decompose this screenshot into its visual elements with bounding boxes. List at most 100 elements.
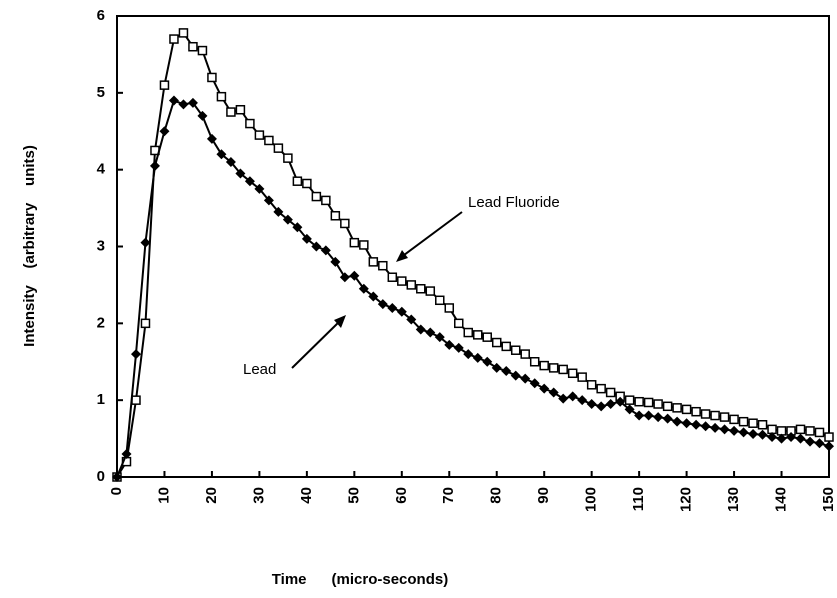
square-marker (539, 360, 549, 371)
square-marker (359, 240, 369, 250)
diamond-marker (320, 245, 331, 256)
diamond-marker (301, 233, 312, 244)
diamond-marker (653, 412, 664, 423)
diamond-marker (805, 436, 816, 447)
diamond-marker (624, 404, 635, 415)
x-tick-label: 110 (630, 487, 647, 511)
square-marker (624, 395, 635, 405)
diamond-marker (757, 429, 768, 440)
square-marker (501, 341, 511, 352)
x-tick-label: 30 (250, 487, 267, 504)
diamond-marker (453, 342, 464, 353)
diamond-marker (121, 448, 132, 459)
diamond-marker (149, 160, 160, 171)
diamond-marker (748, 428, 759, 439)
square-marker (397, 276, 407, 286)
diamond-marker (197, 110, 208, 121)
square-marker (653, 399, 663, 409)
diamond-marker (178, 99, 189, 110)
square-marker (273, 143, 284, 153)
diamond-marker (282, 214, 293, 225)
diamond-marker (387, 302, 398, 313)
square-marker (454, 318, 464, 329)
annotation: Lead Fluoride (468, 194, 560, 211)
diamond-marker (112, 472, 122, 482)
diamond-marker (672, 416, 683, 427)
square-marker (406, 280, 417, 290)
diamond-marker (244, 176, 255, 187)
diamond-marker (729, 425, 740, 436)
diamond-marker (159, 126, 170, 137)
diamond-marker (225, 156, 236, 167)
square-marker (700, 409, 711, 419)
square-marker (672, 403, 682, 413)
diamond-marker (415, 324, 426, 335)
diamond-marker (767, 432, 778, 443)
x-tick-label: 80 (488, 487, 505, 504)
square-marker (757, 420, 768, 430)
diamond-marker (824, 441, 834, 452)
diamond-marker (463, 349, 474, 360)
square-marker (245, 118, 255, 129)
diamond-marker (795, 433, 806, 444)
diamond-marker (786, 432, 797, 443)
square-marker (330, 211, 341, 221)
x-tick-label: 40 (298, 487, 315, 504)
x-axis-label: Time (micro-seconds) (272, 571, 448, 588)
series-line (116, 99, 830, 478)
arrow-head (396, 250, 408, 262)
diamond-marker (719, 424, 730, 435)
square-marker (264, 135, 274, 146)
diamond-marker (472, 352, 483, 363)
diamond-marker (140, 237, 151, 248)
square-marker (349, 237, 360, 248)
square-marker (197, 45, 208, 56)
square-marker (605, 387, 616, 398)
square-marker (805, 426, 815, 436)
square-marker (435, 295, 445, 306)
square-marker (444, 303, 455, 313)
square-marker (140, 318, 151, 329)
x-tick-label: 50 (345, 487, 362, 504)
square-marker (178, 28, 189, 38)
diamond-marker (548, 387, 559, 398)
square-marker (416, 284, 426, 294)
diamond-marker (681, 418, 692, 429)
square-marker (311, 191, 322, 202)
square-marker (216, 91, 227, 102)
diamond-marker (396, 306, 407, 317)
y-tick-label: 6 (97, 7, 105, 24)
diamond-marker (634, 410, 645, 421)
x-tick-label: 90 (535, 487, 552, 504)
diamond-marker (577, 395, 588, 406)
square-marker (292, 176, 303, 186)
diamond-marker (710, 422, 721, 433)
diamond-marker (330, 256, 341, 267)
x-tick-label: 130 (725, 487, 742, 512)
square-marker (302, 178, 312, 189)
diamond-marker (368, 291, 379, 302)
diamond-marker (529, 378, 540, 389)
diamond-marker (254, 183, 265, 194)
square-marker (235, 104, 246, 115)
square-marker (520, 349, 530, 359)
square-marker (472, 330, 483, 340)
square-marker (425, 286, 436, 296)
diamond-marker (501, 365, 512, 376)
diamond-marker (444, 339, 455, 350)
diamond-marker (700, 421, 711, 432)
square-marker (283, 153, 293, 163)
square-marker (321, 195, 331, 206)
diamond-marker (738, 427, 749, 438)
square-marker (207, 72, 217, 83)
y-tick-label: 0 (97, 468, 105, 485)
diamond-marker (339, 272, 350, 283)
x-tick-label: 150 (820, 487, 837, 512)
square-marker (729, 414, 739, 425)
diamond-marker (776, 433, 787, 444)
square-marker (463, 327, 474, 338)
square-marker (491, 337, 502, 348)
y-tick-label: 3 (97, 237, 105, 254)
x-tick-label: 0 (108, 487, 125, 495)
square-marker (795, 424, 806, 435)
